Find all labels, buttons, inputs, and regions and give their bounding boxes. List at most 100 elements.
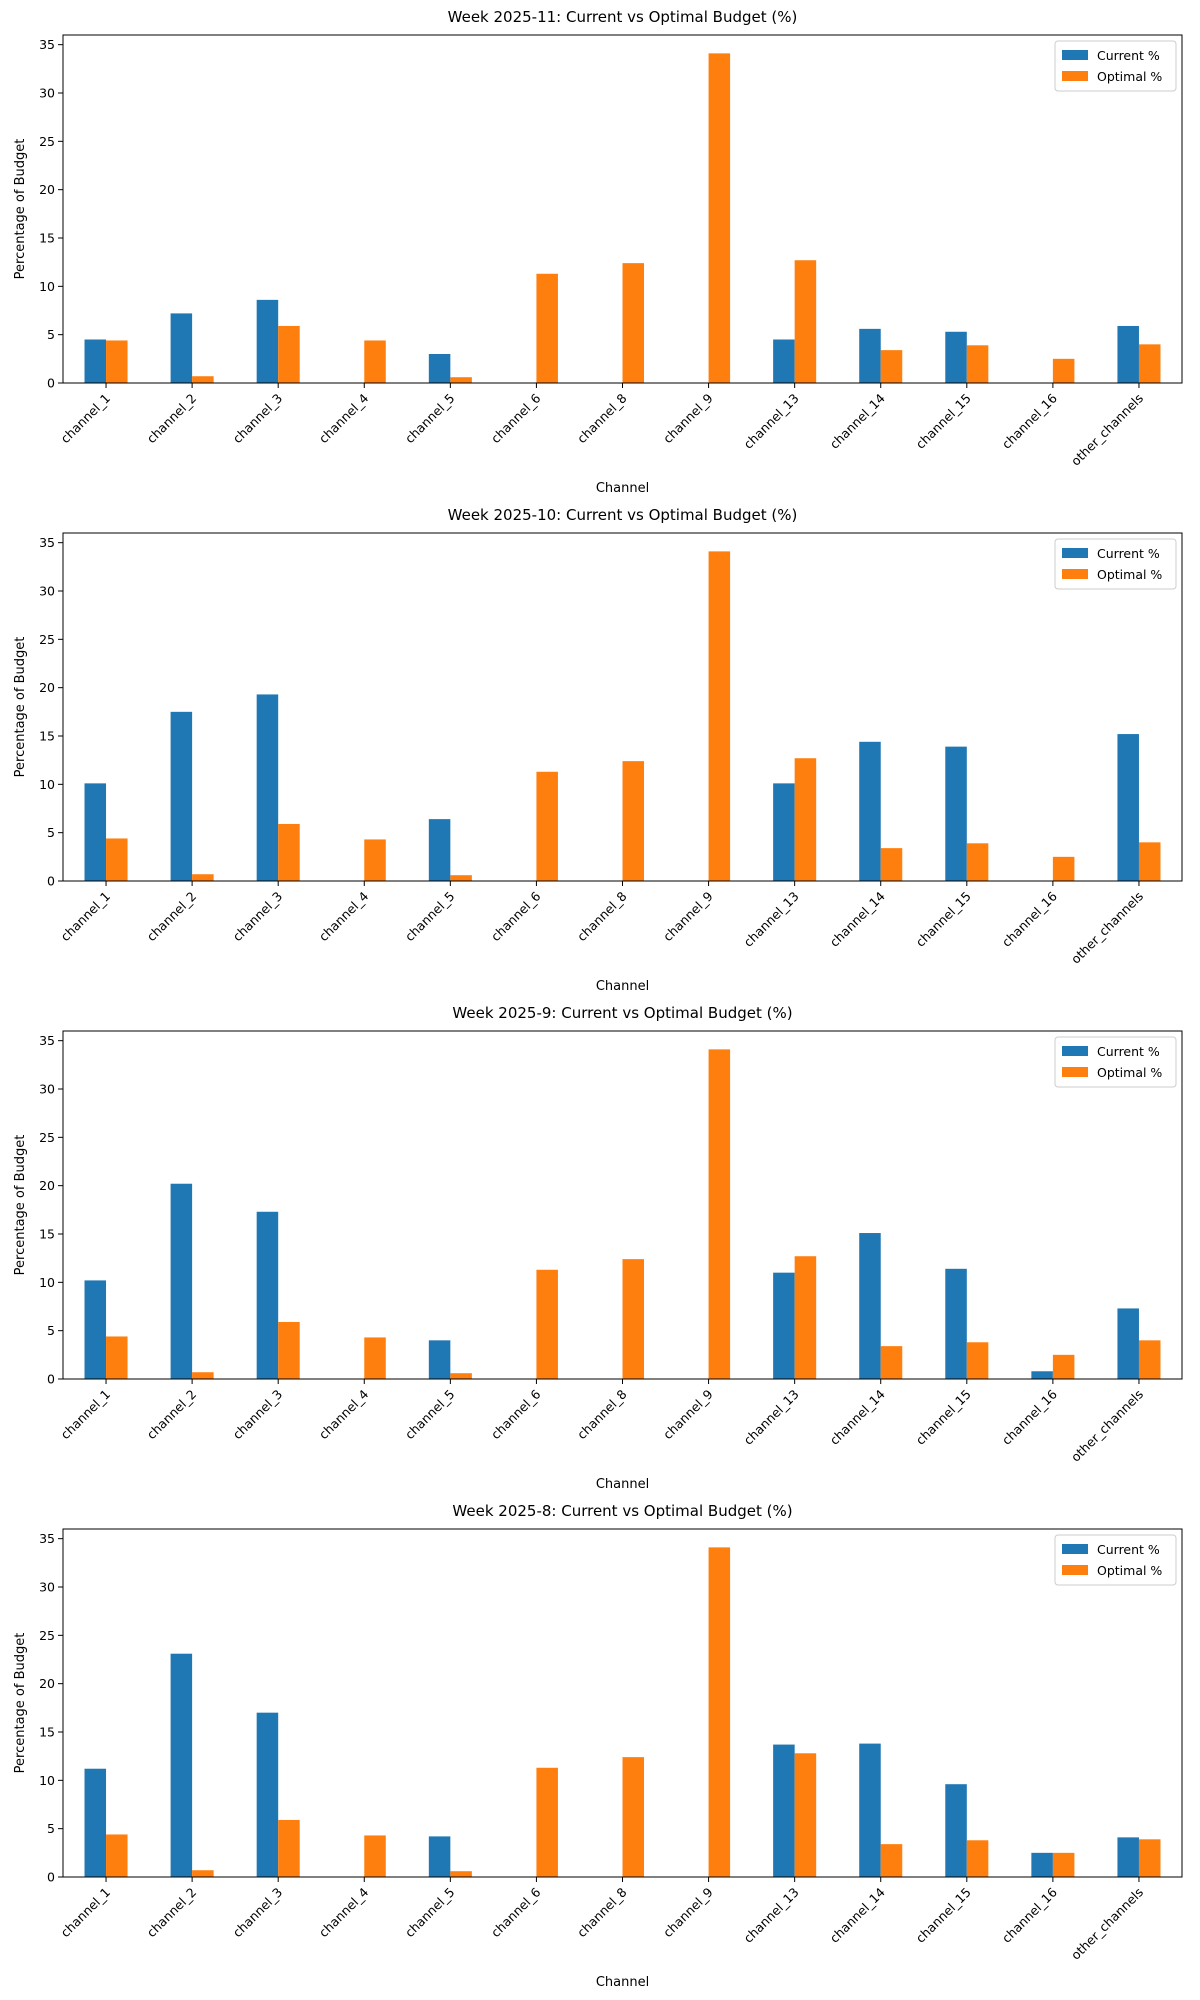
x-axis-label: Channel — [596, 979, 649, 994]
x-tick-label-channel_15: channel_15 — [913, 889, 974, 950]
legend-label-optimal: Optimal % — [1097, 69, 1162, 84]
x-tick-label-channel_15: channel_15 — [913, 1387, 974, 1448]
bar-current-other_channels — [1117, 1308, 1139, 1379]
x-tick-label-channel_8: channel_8 — [574, 390, 630, 446]
y-tick-label: 20 — [39, 182, 55, 197]
y-tick-label: 35 — [39, 1033, 55, 1048]
chart-title: Week 2025-11: Current vs Optimal Budget … — [448, 8, 798, 26]
bar-optimal-other_channels — [1138, 842, 1161, 881]
x-tick-label-channel_1: channel_1 — [58, 889, 114, 945]
x-tick-label-channel_3: channel_3 — [230, 889, 286, 945]
y-axis-label: Percentage of Budget — [13, 139, 28, 280]
bar-current-channel_14 — [859, 1743, 881, 1877]
x-tick-label-channel_15: channel_15 — [913, 391, 974, 452]
y-tick-label: 25 — [39, 1130, 55, 1145]
bar-current-channel_2 — [170, 313, 193, 383]
bar-optimal-channel_15 — [966, 345, 989, 383]
y-tick-label: 5 — [47, 327, 55, 342]
x-tick-label-other_channels: other_channels — [1068, 1387, 1146, 1465]
chart-title: Week 2025-9: Current vs Optimal Budget (… — [452, 1004, 792, 1022]
x-tick-label-channel_9: channel_9 — [660, 888, 716, 944]
y-tick-label: 0 — [47, 376, 55, 391]
x-tick-label-channel_5: channel_5 — [402, 1885, 458, 1941]
bar-current-channel_16 — [1031, 1371, 1053, 1379]
bar-optimal-channel_3 — [278, 1321, 300, 1379]
x-tick-label-channel_2: channel_2 — [144, 391, 200, 447]
y-tick-label: 35 — [39, 535, 55, 550]
y-tick-label: 0 — [47, 1372, 55, 1387]
x-tick-label-channel_3: channel_3 — [230, 391, 286, 447]
bar-current-channel_3 — [256, 694, 279, 881]
bar-current-channel_15 — [945, 746, 967, 881]
bar-optimal-channel_5 — [450, 1871, 472, 1877]
bar-current-channel_5 — [428, 1340, 451, 1379]
x-tick-label-channel_5: channel_5 — [402, 1387, 458, 1443]
bar-optimal-channel_2 — [192, 1372, 214, 1379]
y-tick-label: 10 — [39, 1275, 55, 1290]
legend-swatch-optimal — [1062, 1565, 1088, 1575]
legend-swatch-current — [1062, 548, 1088, 558]
x-tick-label-channel_13: channel_13 — [741, 1885, 802, 1946]
bar-current-channel_1 — [84, 1280, 107, 1379]
x-tick-label-channel_16: channel_16 — [999, 1386, 1060, 1447]
x-tick-label-channel_9: channel_9 — [660, 390, 716, 446]
x-tick-label-channel_16: channel_16 — [999, 888, 1060, 949]
chart-title: Week 2025-8: Current vs Optimal Budget (… — [452, 1502, 792, 1520]
y-tick-label: 25 — [39, 1628, 55, 1643]
legend-swatch-current — [1062, 1046, 1088, 1056]
bar-optimal-channel_16 — [1052, 1852, 1075, 1877]
legend-swatch-optimal — [1062, 569, 1088, 579]
x-tick-label-other_channels: other_channels — [1068, 391, 1146, 469]
bar-optimal-channel_13 — [794, 1753, 817, 1877]
bar-current-channel_13 — [773, 339, 795, 383]
bar-optimal-channel_15 — [966, 1342, 989, 1379]
x-tick-label-channel_8: channel_8 — [574, 1884, 630, 1940]
bar-optimal-channel_2 — [192, 376, 214, 383]
y-tick-label: 10 — [39, 1773, 55, 1788]
bar-current-channel_14 — [859, 1233, 881, 1379]
bar-optimal-channel_13 — [794, 260, 817, 383]
bar-current-channel_16 — [1031, 1852, 1053, 1877]
y-tick-label: 0 — [47, 1870, 55, 1885]
bar-optimal-channel_13 — [794, 1256, 817, 1379]
x-tick-label-channel_8: channel_8 — [574, 888, 630, 944]
x-tick-label-channel_9: channel_9 — [660, 1884, 716, 1940]
bar-optimal-channel_5 — [450, 875, 472, 881]
bar-optimal-channel_9 — [708, 53, 731, 383]
y-tick-label: 15 — [39, 1725, 55, 1740]
bar-optimal-channel_9 — [708, 1049, 731, 1379]
y-tick-label: 25 — [39, 632, 55, 647]
legend: Current % Optimal % — [1054, 40, 1177, 92]
bar-current-channel_3 — [256, 299, 279, 383]
y-tick-label: 15 — [39, 1227, 55, 1242]
bar-current-channel_3 — [256, 1211, 279, 1379]
chart-panel-3: Week 2025-9: Current vs Optimal Budget (… — [13, 1004, 1183, 1492]
y-tick-label: 30 — [39, 1580, 55, 1595]
x-tick-label-channel_4: channel_4 — [316, 1884, 372, 1940]
x-tick-label-channel_1: channel_1 — [58, 1387, 114, 1443]
y-tick-label: 15 — [39, 231, 55, 246]
bar-optimal-channel_1 — [106, 1834, 128, 1877]
legend-label-current: Current % — [1097, 1044, 1160, 1059]
bar-optimal-channel_1 — [106, 1336, 128, 1379]
x-tick-label-other_channels: other_channels — [1068, 1885, 1146, 1963]
x-tick-label-channel_14: channel_14 — [827, 888, 888, 949]
legend-label-optimal: Optimal % — [1097, 1065, 1162, 1080]
x-tick-label-channel_6: channel_6 — [488, 390, 544, 446]
bar-optimal-channel_14 — [880, 350, 903, 383]
bar-optimal-channel_6 — [536, 273, 558, 383]
bar-optimal-channel_2 — [192, 1870, 214, 1877]
y-axis-label: Percentage of Budget — [13, 1633, 28, 1774]
legend-label-current: Current % — [1097, 48, 1160, 63]
x-axis-label: Channel — [596, 1975, 649, 1990]
bar-optimal-channel_16 — [1052, 358, 1075, 383]
bar-current-other_channels — [1117, 1837, 1139, 1877]
bar-current-channel_1 — [84, 339, 107, 383]
x-tick-label-channel_14: channel_14 — [827, 390, 888, 451]
legend-swatch-current — [1062, 50, 1088, 60]
y-tick-label: 10 — [39, 777, 55, 792]
bar-current-channel_15 — [945, 1268, 967, 1379]
legend: Current % Optimal % — [1054, 1534, 1177, 1586]
legend-swatch-optimal — [1062, 1067, 1088, 1077]
